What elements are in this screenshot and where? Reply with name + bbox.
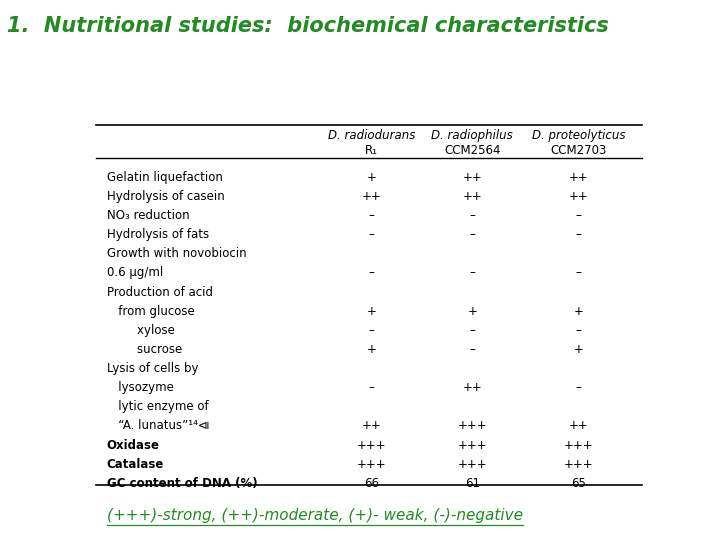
Text: +++: +++ [564, 438, 593, 451]
Text: D. radiodurans: D. radiodurans [328, 129, 415, 142]
Text: +: + [367, 305, 377, 318]
Text: R₁: R₁ [365, 144, 378, 157]
Text: 0.6 μg/ml: 0.6 μg/ml [107, 266, 163, 280]
Text: Oxidase: Oxidase [107, 438, 160, 451]
Text: 61: 61 [464, 477, 480, 490]
Text: ++: ++ [462, 171, 482, 184]
Text: –: – [369, 228, 374, 241]
Text: Lysis of cells by: Lysis of cells by [107, 362, 198, 375]
Text: 65: 65 [571, 477, 585, 490]
Text: GC content of DNA (%): GC content of DNA (%) [107, 477, 257, 490]
Text: –: – [575, 209, 581, 222]
Text: +: + [573, 343, 583, 356]
Text: +++: +++ [357, 438, 387, 451]
Text: ++: ++ [362, 190, 382, 203]
Text: +++: +++ [564, 458, 593, 471]
Text: –: – [369, 266, 374, 280]
Text: ++: ++ [362, 420, 382, 433]
Text: Hydrolysis of fats: Hydrolysis of fats [107, 228, 209, 241]
Text: –: – [469, 266, 475, 280]
Text: lysozyme: lysozyme [107, 381, 174, 394]
Text: lytic enzyme of: lytic enzyme of [107, 400, 208, 413]
Text: –: – [575, 228, 581, 241]
Text: xylose: xylose [107, 324, 175, 337]
Text: –: – [369, 381, 374, 394]
Text: +: + [367, 343, 377, 356]
Text: –: – [369, 209, 374, 222]
Text: +: + [367, 171, 377, 184]
Text: +++: +++ [457, 438, 487, 451]
Text: –: – [575, 266, 581, 280]
Text: +: + [467, 305, 477, 318]
Text: ++: ++ [568, 171, 588, 184]
Text: D. radiophilus: D. radiophilus [431, 129, 513, 142]
Text: D. proteolyticus: D. proteolyticus [531, 129, 625, 142]
Text: +++: +++ [357, 458, 387, 471]
Text: –: – [469, 228, 475, 241]
Text: Gelatin liquefaction: Gelatin liquefaction [107, 171, 222, 184]
Text: –: – [369, 324, 374, 337]
Text: –: – [469, 343, 475, 356]
Text: sucrose: sucrose [107, 343, 182, 356]
Text: Hydrolysis of casein: Hydrolysis of casein [107, 190, 225, 203]
Text: CCM2564: CCM2564 [444, 144, 500, 157]
Text: 1.  Nutritional studies:  biochemical characteristics: 1. Nutritional studies: biochemical char… [7, 16, 609, 36]
Text: ++: ++ [568, 420, 588, 433]
Text: +: + [573, 305, 583, 318]
Text: ++: ++ [462, 190, 482, 203]
Text: from glucose: from glucose [107, 305, 194, 318]
Text: –: – [469, 209, 475, 222]
Text: CCM2703: CCM2703 [550, 144, 606, 157]
Text: –: – [469, 324, 475, 337]
Text: +++: +++ [457, 420, 487, 433]
Text: ++: ++ [462, 381, 482, 394]
Text: (+++)-strong, (++)-moderate, (+)- weak, (-)-negative: (+++)-strong, (++)-moderate, (+)- weak, … [107, 508, 523, 523]
Text: ++: ++ [568, 190, 588, 203]
Text: Growth with novobiocin: Growth with novobiocin [107, 247, 246, 260]
Text: –: – [575, 324, 581, 337]
Text: Production of acid: Production of acid [107, 286, 212, 299]
Text: NO₃ reduction: NO₃ reduction [107, 209, 189, 222]
Text: –: – [575, 381, 581, 394]
Text: “A. lunatus”¹⁴⧏: “A. lunatus”¹⁴⧏ [107, 420, 210, 433]
Text: +++: +++ [457, 458, 487, 471]
Text: Catalase: Catalase [107, 458, 164, 471]
Text: 66: 66 [364, 477, 379, 490]
